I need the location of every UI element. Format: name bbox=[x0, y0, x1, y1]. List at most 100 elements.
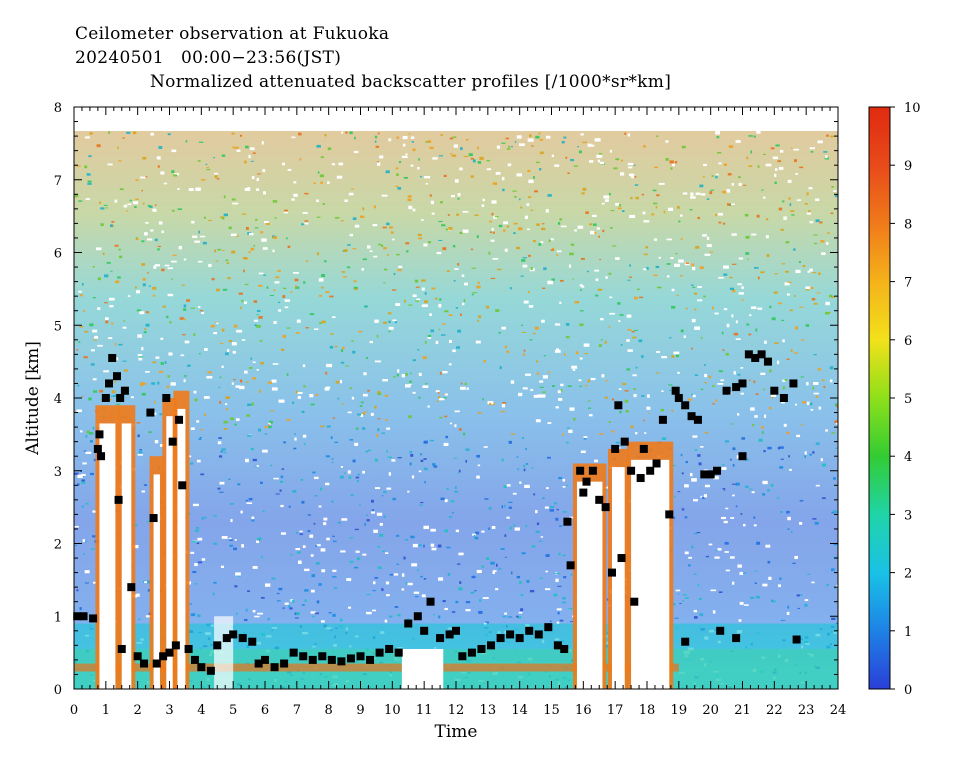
cloud-base-point bbox=[413, 612, 422, 621]
cloud-base-point bbox=[722, 386, 731, 395]
cloud-base-point bbox=[467, 648, 476, 657]
cloud-base-point bbox=[744, 350, 753, 359]
cloud-base-point bbox=[165, 648, 174, 657]
cloud-base-point bbox=[299, 652, 308, 661]
cloud-base-point bbox=[375, 648, 384, 657]
cloud-base-point bbox=[553, 641, 562, 650]
cloud-base-point bbox=[671, 386, 680, 395]
x-tick-label: 7 bbox=[293, 703, 301, 718]
cloud-base-point bbox=[751, 353, 760, 362]
cloud-base-point bbox=[630, 597, 639, 606]
cloud-base-point bbox=[120, 386, 129, 395]
y-tick-label: 5 bbox=[54, 319, 62, 334]
x-tick-label: 13 bbox=[480, 703, 497, 718]
x-tick-label: 22 bbox=[766, 703, 783, 718]
cloud-base-point bbox=[757, 350, 766, 359]
cloud-base-point bbox=[270, 663, 279, 672]
cloud-base-point bbox=[175, 415, 184, 424]
x-tick-label: 8 bbox=[325, 703, 333, 718]
cloud-base-point bbox=[601, 503, 610, 512]
cloud-base-point bbox=[79, 612, 88, 621]
cloud-base-point bbox=[674, 394, 683, 402]
x-tick-label: 15 bbox=[543, 703, 560, 718]
backscatter-field bbox=[74, 131, 838, 689]
cloud-base-point bbox=[254, 659, 263, 668]
x-tick-label: 0 bbox=[70, 703, 78, 718]
cloud-base-point bbox=[280, 659, 289, 668]
cloud-base-point bbox=[184, 644, 193, 653]
x-tick-label: 6 bbox=[261, 703, 269, 718]
x-tick-label: 10 bbox=[384, 703, 401, 718]
y-tick-label: 4 bbox=[54, 392, 62, 407]
x-tick-label: 24 bbox=[830, 703, 847, 718]
y-tick-label: 6 bbox=[54, 247, 62, 262]
cloud-base-point bbox=[171, 641, 180, 650]
y-tick-label: 0 bbox=[54, 683, 62, 698]
cloud-base-point bbox=[385, 644, 394, 653]
x-tick-label: 23 bbox=[798, 703, 815, 718]
cloud-base-point bbox=[738, 452, 747, 461]
x-tick-label: 11 bbox=[416, 703, 433, 718]
cloud-base-point bbox=[116, 394, 125, 402]
x-tick-label: 18 bbox=[639, 703, 656, 718]
cloud-base-point bbox=[197, 663, 206, 672]
cloud-base-point bbox=[770, 386, 779, 395]
cloud-base-point bbox=[620, 437, 629, 446]
x-tick-label: 14 bbox=[511, 703, 528, 718]
cloud-base-point bbox=[213, 641, 222, 650]
colorbar-tick-label: 7 bbox=[904, 276, 912, 291]
colorbar-tick-label: 10 bbox=[904, 101, 921, 116]
cloud-base-point bbox=[763, 357, 772, 366]
cloud-base-point bbox=[337, 657, 346, 666]
x-tick-label: 21 bbox=[734, 703, 751, 718]
colorbar-tick-label: 8 bbox=[904, 217, 912, 232]
chart-title-line2: 20240501 00:00−23:56(JST) bbox=[75, 48, 342, 68]
y-axis: 0 1 2 3 4 5 6 7 8 bbox=[54, 101, 838, 698]
cloud-base-point bbox=[114, 495, 123, 504]
cloud-base-point bbox=[544, 623, 553, 632]
cloud-base-point bbox=[487, 641, 496, 650]
cloud-base-point bbox=[152, 659, 161, 668]
x-axis-title: Time bbox=[435, 722, 478, 742]
cloud-base-point bbox=[140, 659, 149, 668]
y-tick-label: 1 bbox=[54, 610, 62, 625]
x-tick-label: 4 bbox=[197, 703, 205, 718]
cloud-base-point bbox=[515, 634, 524, 643]
cloud-base-point bbox=[706, 470, 715, 479]
cloud-base-point bbox=[117, 644, 126, 653]
x-tick-label: 20 bbox=[702, 703, 719, 718]
cloud-base-point bbox=[178, 481, 187, 490]
y-tick-label: 8 bbox=[54, 101, 62, 116]
cloud-base-point bbox=[563, 517, 572, 526]
cloud-base-point bbox=[289, 648, 298, 657]
cloud-base-point bbox=[133, 652, 142, 661]
cloud-base-point bbox=[687, 412, 696, 421]
cloud-base-point bbox=[496, 634, 505, 643]
colorbar-tick-label: 0 bbox=[904, 683, 912, 698]
x-tick-label: 16 bbox=[575, 703, 592, 718]
colorbar-tick-label: 3 bbox=[904, 508, 912, 523]
colorbar bbox=[868, 106, 891, 690]
cloud-base-point bbox=[716, 626, 725, 635]
cloud-base-point bbox=[93, 444, 102, 453]
cloud-base-point bbox=[779, 394, 788, 402]
cloud-base-point bbox=[366, 655, 375, 664]
cloud-base-point bbox=[789, 379, 798, 388]
cloud-base-point bbox=[162, 394, 171, 402]
cloud-base-point bbox=[732, 634, 741, 643]
cloud-base-point bbox=[426, 597, 435, 606]
colorbar-tick-label: 5 bbox=[904, 392, 912, 407]
cloud-base-point bbox=[146, 408, 155, 417]
chart-title-line3: Normalized attenuated backscatter profil… bbox=[150, 72, 672, 92]
cloud-base-point bbox=[261, 655, 269, 664]
cloud-base-point bbox=[318, 652, 327, 661]
cloud-base-point bbox=[95, 430, 104, 439]
cloud-base-point bbox=[576, 466, 585, 475]
cloud-base-point bbox=[614, 401, 623, 410]
cloud-base-point bbox=[159, 652, 168, 661]
y-axis-title: Altitude [km] bbox=[23, 341, 43, 456]
cloud-base-point bbox=[206, 666, 215, 675]
cloud-base-point bbox=[108, 353, 117, 362]
cloud-base-point bbox=[627, 466, 636, 475]
